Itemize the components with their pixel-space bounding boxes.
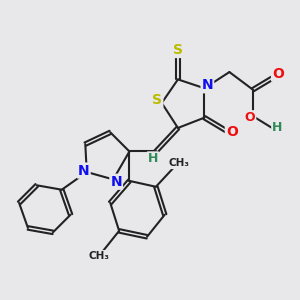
Text: O: O (226, 125, 238, 140)
Text: CH₃: CH₃ (169, 158, 190, 168)
Text: S: S (173, 43, 183, 57)
Text: O: O (245, 111, 255, 124)
Text: H: H (148, 152, 158, 165)
Text: CH₃: CH₃ (88, 251, 109, 261)
Text: O: O (272, 67, 284, 80)
Text: H: H (272, 122, 283, 134)
Text: N: N (202, 78, 213, 92)
Text: N: N (78, 164, 90, 178)
Text: N: N (110, 175, 122, 189)
Text: S: S (152, 93, 162, 107)
